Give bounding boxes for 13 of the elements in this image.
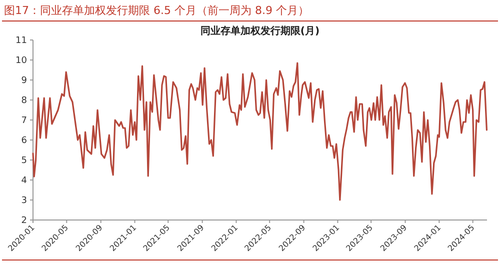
chart-subtitle: 同业存单加权发行期限(月): [200, 25, 320, 37]
chart-title: 图17：同业存单加权发行期限 6.5 个月（前一周为 8.9 个月）: [4, 4, 309, 17]
y-tick-label: 11: [16, 36, 27, 46]
y-tick-label: 8: [21, 96, 28, 106]
line-series: [32, 62, 488, 201]
y-tick-label: 4: [21, 176, 28, 186]
y-tick-label: 5: [21, 156, 27, 166]
y-tick-label: 3: [21, 196, 27, 206]
y-tick-label: 7: [21, 116, 27, 126]
y-tick-label: 2: [21, 216, 27, 226]
y-tick-label: 10: [16, 56, 28, 66]
y-tick-label: 6: [21, 136, 28, 146]
y-tick-label: 9: [21, 76, 28, 86]
